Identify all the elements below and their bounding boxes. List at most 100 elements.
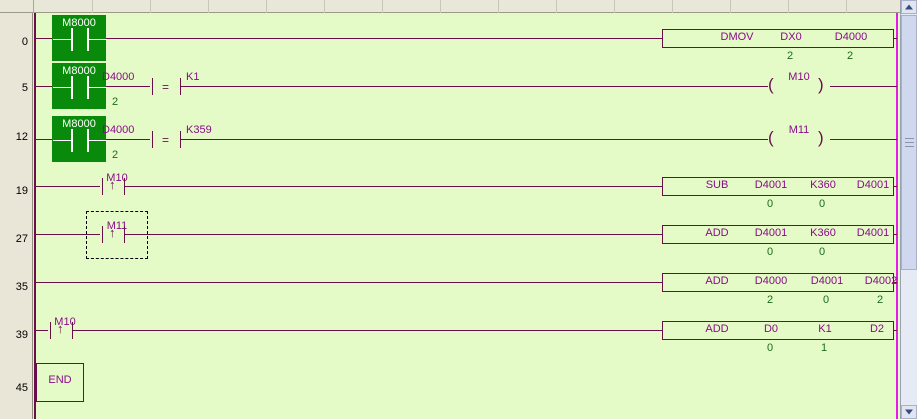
instruction-box-add-2[interactable]: ADD D4000 D4001 D4002 xyxy=(662,273,897,292)
contact-label: M10 xyxy=(106,172,128,184)
ruler-tick xyxy=(382,0,383,13)
scroll-down-arrow-icon xyxy=(905,409,913,415)
instruction-operand: K360 xyxy=(810,227,836,239)
rung-wire xyxy=(830,86,897,87)
monitor-value: 1 xyxy=(820,342,828,354)
contact-bar xyxy=(71,28,73,51)
scroll-up-button[interactable] xyxy=(901,0,917,14)
ruler-tick xyxy=(92,0,93,13)
step-number: 19 xyxy=(15,185,28,197)
step-number: 12 xyxy=(15,131,28,143)
monitor-value: 0 xyxy=(818,246,826,258)
ruler-tick xyxy=(846,0,847,13)
contact-label: M11 xyxy=(106,220,128,232)
monitor-value: 2 xyxy=(112,149,119,161)
ruler-tick xyxy=(614,0,615,13)
step-number: 45 xyxy=(15,382,28,394)
instruction-operand: D4001 xyxy=(754,179,788,191)
monitor-value: 0 xyxy=(818,198,826,210)
instruction-box-sub[interactable]: SUB D4001 K360 D4001 xyxy=(662,177,894,196)
vertical-scrollbar[interactable] xyxy=(900,0,917,419)
rung-wire xyxy=(36,330,48,331)
rung-wire xyxy=(124,186,662,187)
rung-wire xyxy=(830,139,897,140)
ruler-tick xyxy=(266,0,267,13)
contact-m8000-rung12[interactable]: M8000 xyxy=(52,116,107,162)
instruction-operand: D4000 xyxy=(834,31,868,43)
instruction-box-dmov[interactable]: DMOV DX0 D4000 xyxy=(662,29,894,48)
instruction-mnemonic: ADD xyxy=(705,227,729,239)
monitor-value: 0 xyxy=(766,246,774,258)
scrollbar-grip-line xyxy=(905,142,914,143)
coil-label: M10 xyxy=(788,71,810,83)
instruction-operand: DX0 xyxy=(780,31,802,43)
step-number: 5 xyxy=(21,82,28,94)
instruction-mnemonic: ADD xyxy=(705,275,729,287)
contact-bar xyxy=(87,129,89,152)
rung-wire xyxy=(894,330,897,331)
contact-bar xyxy=(71,76,73,99)
end-instruction-box[interactable]: END xyxy=(36,363,84,402)
ruler-tick xyxy=(556,0,557,13)
coil-paren-close: ) xyxy=(818,128,824,147)
rung-wire xyxy=(106,139,150,140)
rung-wire xyxy=(894,234,897,235)
right-power-rail xyxy=(896,13,898,419)
monitor-value: 2 xyxy=(846,50,854,62)
scroll-up-arrow-icon xyxy=(905,4,913,10)
step-number: 0 xyxy=(21,36,28,48)
ruler-tick xyxy=(324,0,325,13)
contact-wire xyxy=(53,140,71,141)
rung-wire xyxy=(36,139,52,140)
contact-wire xyxy=(89,39,107,40)
scrollbar-grip-line xyxy=(905,138,914,139)
instruction-operand: K1 xyxy=(818,323,832,335)
rising-edge-arrow-icon: ↑ xyxy=(109,225,116,240)
scrollbar-grip-line xyxy=(905,146,914,147)
compare-left-operand: D4000 xyxy=(102,71,135,83)
contact-bar xyxy=(102,178,103,195)
instruction-mnemonic: SUB xyxy=(705,179,729,191)
ruler-tick xyxy=(208,0,209,13)
step-number-gutter: 0 5 12 19 27 35 39 45 xyxy=(0,13,33,419)
contact-m8000-rung5[interactable]: M8000 xyxy=(52,63,107,109)
rung-wire xyxy=(36,234,100,235)
instruction-box-add-1[interactable]: ADD D4001 K360 D4001 xyxy=(662,225,894,244)
coil-paren-open: ( xyxy=(768,128,774,147)
coil-paren-close: ) xyxy=(818,75,824,94)
monitor-value: 2 xyxy=(766,294,774,306)
rung-wire xyxy=(36,282,662,283)
scrollbar-thumb[interactable] xyxy=(901,15,917,270)
compare-bar xyxy=(152,131,153,148)
compare-right-operand: K359 xyxy=(186,124,212,136)
rung-wire xyxy=(124,234,662,235)
instruction-operand: D4001 xyxy=(754,227,788,239)
contact-bar xyxy=(102,226,103,243)
coil-label: M11 xyxy=(788,124,810,136)
contact-bar xyxy=(50,322,51,339)
scroll-down-button[interactable] xyxy=(901,405,917,419)
ruler-tick xyxy=(730,0,731,13)
contact-label: M8000 xyxy=(62,65,96,77)
rung-wire xyxy=(36,86,52,87)
instruction-box-add-3[interactable]: ADD D0 K1 D2 xyxy=(662,321,894,340)
compare-operator: = xyxy=(162,80,170,94)
compare-right-operand: K1 xyxy=(186,71,200,83)
rung-wire xyxy=(894,186,897,187)
instruction-operand: D4000 xyxy=(754,275,788,287)
ruler-tick xyxy=(440,0,441,13)
monitor-value: 0 xyxy=(766,198,774,210)
contact-m8000-rung0[interactable]: M8000 xyxy=(52,15,107,61)
instruction-mnemonic: DMOV xyxy=(720,31,754,43)
rung-wire xyxy=(72,330,662,331)
ladder-canvas[interactable]: M8000 DMOV DX0 D4000 2 2 M8000 D4000 K1 xyxy=(34,13,900,419)
step-number: 27 xyxy=(15,233,28,245)
end-label: END xyxy=(48,374,72,386)
instruction-operand: D4002 xyxy=(864,275,898,287)
rising-edge-arrow-icon: ↑ xyxy=(109,177,116,192)
compare-operator: = xyxy=(162,133,170,147)
instruction-operand: K360 xyxy=(810,179,836,191)
contact-wire xyxy=(89,140,107,141)
compare-bar xyxy=(152,78,153,95)
